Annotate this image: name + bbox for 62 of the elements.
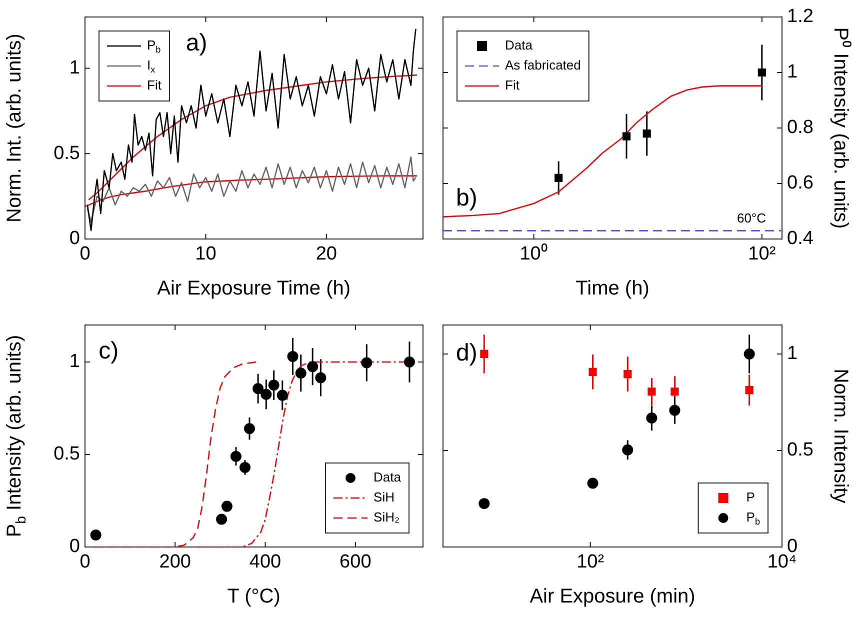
y-tick-label: 0 xyxy=(69,536,80,558)
y2-tick-label: 0.8 xyxy=(787,117,814,138)
y2-tick-label: 1 xyxy=(787,343,798,364)
point xyxy=(244,423,255,434)
point xyxy=(554,174,563,182)
point xyxy=(239,462,250,473)
x-tick-label: 20 xyxy=(316,244,337,265)
y-tick-label: 0.5 xyxy=(54,142,80,164)
point xyxy=(221,500,232,512)
point xyxy=(268,380,280,391)
annotation: c) xyxy=(98,337,119,364)
y2-tick-label: 0.4 xyxy=(787,228,814,250)
x-tick-label: 10² xyxy=(748,244,776,265)
point xyxy=(404,356,415,368)
y2-tick-label: 1 xyxy=(787,62,798,83)
y2-axis-title: P⁰ Intensity (arb. units) xyxy=(829,27,852,229)
legend-label: SiH₂ xyxy=(374,510,400,525)
y-tick-label: 0.5 xyxy=(54,444,80,465)
x-tick-label: 10² xyxy=(576,552,604,573)
legend-label: SiH xyxy=(374,490,394,505)
y-tick-label: 1 xyxy=(69,351,80,372)
point xyxy=(307,361,318,372)
point xyxy=(622,132,631,140)
x-axis-title: T (°C) xyxy=(227,586,280,608)
legend-label: As fabricated xyxy=(505,58,581,73)
point xyxy=(252,383,264,394)
x-tick-label: 10 xyxy=(195,244,216,265)
annotation: a) xyxy=(186,29,208,56)
point xyxy=(216,514,228,525)
point xyxy=(361,357,372,368)
point xyxy=(260,388,272,400)
y2-tick-label: 0.6 xyxy=(787,172,814,194)
x-axis-title: Air Exposure (min) xyxy=(530,586,696,608)
point xyxy=(287,350,298,362)
x-tick-label: 10⁴ xyxy=(767,552,797,573)
y2-tick-label: 0.5 xyxy=(787,440,814,461)
y-tick-label: 1 xyxy=(69,57,80,78)
point xyxy=(230,450,242,462)
x-tick-label: 10⁰ xyxy=(520,242,548,265)
legend-label: Data xyxy=(505,38,534,53)
legend-label: P xyxy=(746,490,755,505)
annotation: 60°C xyxy=(736,210,766,226)
annotation: b) xyxy=(456,184,478,212)
y2-axis-title: Norm. Intensity xyxy=(829,368,852,504)
point xyxy=(758,68,766,77)
y-axis-title: Norm. Int. (arb. units) xyxy=(4,34,26,222)
y-tick-label: 0 xyxy=(69,228,80,250)
x-tick-label: 200 xyxy=(159,552,191,573)
annotation: d) xyxy=(456,339,478,366)
x-axis-title: Time (h) xyxy=(576,278,650,300)
legend-label: Fit xyxy=(505,78,520,93)
legend-label: Data xyxy=(374,470,402,485)
x-tick-label: 400 xyxy=(249,552,282,573)
point xyxy=(315,372,326,384)
y2-tick-label: 1.2 xyxy=(787,6,814,28)
point xyxy=(295,368,306,379)
x-axis-title: Air Exposure Time (h) xyxy=(157,278,351,300)
y-axis-title: Pb Intensity (arb. units) xyxy=(4,334,28,538)
point xyxy=(276,390,288,401)
point xyxy=(90,529,102,540)
x-tick-label: 600 xyxy=(340,552,372,573)
legend-label: Fit xyxy=(147,78,162,93)
